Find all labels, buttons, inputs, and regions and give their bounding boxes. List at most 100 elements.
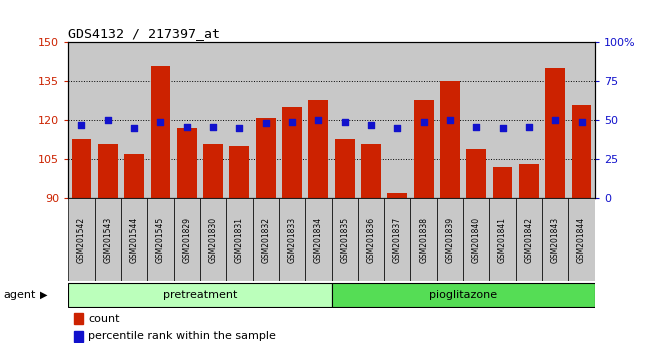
Point bbox=[445, 118, 455, 123]
Text: GSM201835: GSM201835 bbox=[340, 217, 349, 263]
Text: GSM201841: GSM201841 bbox=[498, 217, 507, 263]
Bar bbox=[252, 42, 279, 198]
Bar bbox=[306, 198, 332, 281]
Bar bbox=[229, 146, 249, 198]
Bar bbox=[95, 42, 121, 198]
Bar bbox=[121, 198, 148, 281]
Text: GDS4132 / 217397_at: GDS4132 / 217397_at bbox=[68, 27, 220, 40]
Bar bbox=[463, 42, 489, 198]
Point bbox=[155, 119, 166, 125]
Point bbox=[419, 119, 429, 125]
Bar bbox=[440, 81, 460, 198]
Bar bbox=[72, 138, 91, 198]
Bar bbox=[545, 68, 565, 198]
Point bbox=[392, 125, 402, 131]
Bar bbox=[177, 128, 196, 198]
Bar bbox=[437, 42, 463, 198]
Bar bbox=[542, 42, 568, 198]
Bar bbox=[572, 105, 592, 198]
Bar bbox=[200, 42, 226, 198]
Text: GSM201829: GSM201829 bbox=[182, 217, 191, 263]
Point bbox=[366, 122, 376, 128]
Bar bbox=[467, 149, 486, 198]
Point bbox=[103, 118, 113, 123]
Point bbox=[181, 124, 192, 130]
Text: GSM201839: GSM201839 bbox=[445, 217, 454, 263]
Bar bbox=[174, 198, 200, 281]
Bar bbox=[68, 42, 95, 198]
Point bbox=[497, 125, 508, 131]
Text: ▶: ▶ bbox=[40, 290, 48, 300]
Text: GSM201543: GSM201543 bbox=[103, 217, 112, 263]
Text: GSM201842: GSM201842 bbox=[525, 217, 534, 263]
Text: pioglitazone: pioglitazone bbox=[429, 290, 497, 300]
Text: count: count bbox=[88, 314, 120, 324]
Bar bbox=[309, 99, 328, 198]
Point bbox=[76, 122, 86, 128]
Bar bbox=[516, 198, 542, 281]
Bar bbox=[282, 107, 302, 198]
Bar bbox=[73, 331, 83, 342]
Text: GSM201837: GSM201837 bbox=[393, 217, 402, 263]
Bar bbox=[411, 42, 437, 198]
Text: GSM201833: GSM201833 bbox=[287, 217, 296, 263]
Bar bbox=[335, 138, 354, 198]
Bar bbox=[73, 313, 83, 324]
Bar bbox=[332, 198, 358, 281]
Point bbox=[471, 124, 482, 130]
Text: GSM201542: GSM201542 bbox=[77, 217, 86, 263]
Bar bbox=[516, 42, 542, 198]
Bar bbox=[489, 198, 516, 281]
Text: agent: agent bbox=[3, 290, 36, 300]
Bar bbox=[151, 66, 170, 198]
Bar bbox=[568, 42, 595, 198]
Bar bbox=[542, 198, 568, 281]
Bar bbox=[384, 198, 411, 281]
Text: GSM201834: GSM201834 bbox=[314, 217, 323, 263]
Text: GSM201832: GSM201832 bbox=[261, 217, 270, 263]
Bar bbox=[279, 42, 306, 198]
Bar bbox=[147, 198, 174, 281]
Bar bbox=[568, 198, 595, 281]
Bar bbox=[95, 198, 121, 281]
Text: GSM201830: GSM201830 bbox=[209, 217, 218, 263]
Bar bbox=[361, 144, 381, 198]
Bar bbox=[306, 42, 332, 198]
Bar bbox=[332, 42, 358, 198]
Bar bbox=[411, 198, 437, 281]
Text: GSM201840: GSM201840 bbox=[472, 217, 481, 263]
Bar bbox=[174, 42, 200, 198]
Text: GSM201843: GSM201843 bbox=[551, 217, 560, 263]
Bar bbox=[147, 42, 174, 198]
Bar bbox=[68, 283, 332, 307]
Text: pretreatment: pretreatment bbox=[162, 290, 237, 300]
Bar bbox=[384, 42, 411, 198]
Text: GSM201831: GSM201831 bbox=[235, 217, 244, 263]
Bar bbox=[252, 198, 279, 281]
Bar bbox=[493, 167, 512, 198]
Text: GSM201844: GSM201844 bbox=[577, 217, 586, 263]
Bar bbox=[226, 198, 253, 281]
Bar bbox=[68, 198, 95, 281]
Text: GSM201544: GSM201544 bbox=[129, 217, 138, 263]
Point bbox=[261, 121, 271, 126]
Bar bbox=[387, 193, 407, 198]
Bar bbox=[489, 42, 516, 198]
Point bbox=[550, 118, 560, 123]
Bar bbox=[463, 198, 489, 281]
Bar bbox=[358, 198, 384, 281]
Bar bbox=[414, 99, 434, 198]
Bar bbox=[332, 283, 595, 307]
Bar bbox=[256, 118, 276, 198]
Point bbox=[524, 124, 534, 130]
Bar bbox=[279, 198, 306, 281]
Bar bbox=[358, 42, 384, 198]
Point bbox=[339, 119, 350, 125]
Point bbox=[208, 124, 218, 130]
Text: GSM201838: GSM201838 bbox=[419, 217, 428, 263]
Point bbox=[577, 119, 587, 125]
Bar bbox=[98, 144, 118, 198]
Text: GSM201545: GSM201545 bbox=[156, 217, 165, 263]
Text: percentile rank within the sample: percentile rank within the sample bbox=[88, 331, 276, 341]
Bar bbox=[200, 198, 226, 281]
